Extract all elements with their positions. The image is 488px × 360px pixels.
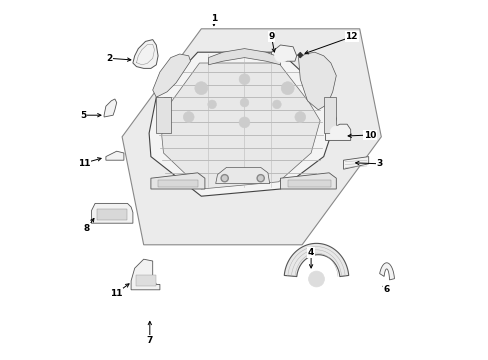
Polygon shape: [106, 151, 123, 160]
Text: 10: 10: [363, 130, 375, 139]
Text: 5: 5: [80, 111, 86, 120]
Text: 9: 9: [268, 32, 274, 41]
Polygon shape: [149, 52, 336, 196]
Polygon shape: [323, 97, 336, 133]
Polygon shape: [343, 157, 368, 169]
Text: 12: 12: [345, 32, 357, 41]
Circle shape: [239, 117, 249, 128]
Polygon shape: [298, 52, 336, 110]
Polygon shape: [131, 259, 160, 290]
Polygon shape: [158, 180, 197, 187]
Circle shape: [257, 175, 264, 182]
Circle shape: [329, 126, 342, 138]
Polygon shape: [91, 203, 133, 223]
Circle shape: [272, 100, 281, 109]
Text: 8: 8: [83, 224, 90, 233]
Text: 2: 2: [106, 54, 112, 63]
Polygon shape: [133, 40, 158, 68]
Circle shape: [207, 100, 216, 109]
Circle shape: [194, 82, 207, 95]
Polygon shape: [156, 97, 170, 133]
Polygon shape: [208, 49, 280, 65]
Polygon shape: [104, 99, 117, 117]
Text: 4: 4: [307, 248, 314, 257]
Polygon shape: [379, 263, 394, 280]
Circle shape: [294, 112, 305, 122]
Text: 1: 1: [210, 14, 217, 23]
Polygon shape: [215, 167, 269, 184]
Circle shape: [221, 175, 228, 182]
Polygon shape: [271, 45, 296, 61]
Text: 11: 11: [109, 289, 122, 298]
Circle shape: [281, 82, 294, 95]
Circle shape: [274, 48, 288, 62]
Polygon shape: [280, 173, 336, 189]
Circle shape: [239, 74, 249, 85]
Circle shape: [222, 176, 226, 180]
Circle shape: [258, 176, 263, 180]
Circle shape: [183, 112, 194, 122]
Polygon shape: [136, 275, 156, 286]
Polygon shape: [284, 243, 348, 276]
Circle shape: [240, 98, 248, 107]
Circle shape: [308, 271, 324, 287]
Text: 7: 7: [146, 336, 153, 345]
Text: 6: 6: [383, 285, 389, 294]
Text: 11: 11: [78, 158, 90, 167]
Polygon shape: [162, 63, 320, 189]
Polygon shape: [97, 209, 127, 220]
Polygon shape: [325, 124, 350, 140]
Polygon shape: [152, 54, 190, 97]
Polygon shape: [297, 52, 303, 58]
Polygon shape: [122, 29, 381, 245]
Polygon shape: [151, 173, 204, 189]
Text: 3: 3: [376, 159, 382, 168]
Polygon shape: [287, 180, 330, 187]
